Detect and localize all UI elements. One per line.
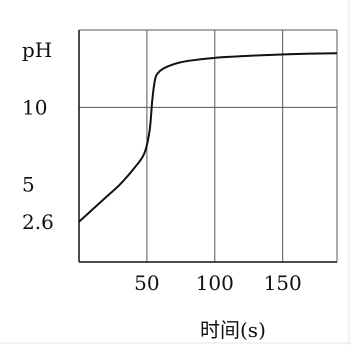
x-tick-label-100: 100 — [196, 271, 234, 295]
x-tick-label-150: 150 — [264, 271, 302, 295]
tick-labels: 50 100 150 2.6 5 10 — [22, 95, 302, 295]
x-axis-label: 时间(s) — [200, 318, 266, 342]
series-layer — [78, 52, 338, 223]
y-tick-label-5: 5 — [22, 173, 35, 197]
axes — [78, 29, 338, 263]
y-tick-label-2-6: 2.6 — [22, 210, 54, 234]
x-tick-label-50: 50 — [134, 271, 159, 295]
y-tick-label-10: 10 — [22, 95, 47, 119]
ph-curve — [78, 52, 338, 223]
y-axis-label: pH — [22, 38, 52, 62]
gridlines — [79, 30, 337, 262]
